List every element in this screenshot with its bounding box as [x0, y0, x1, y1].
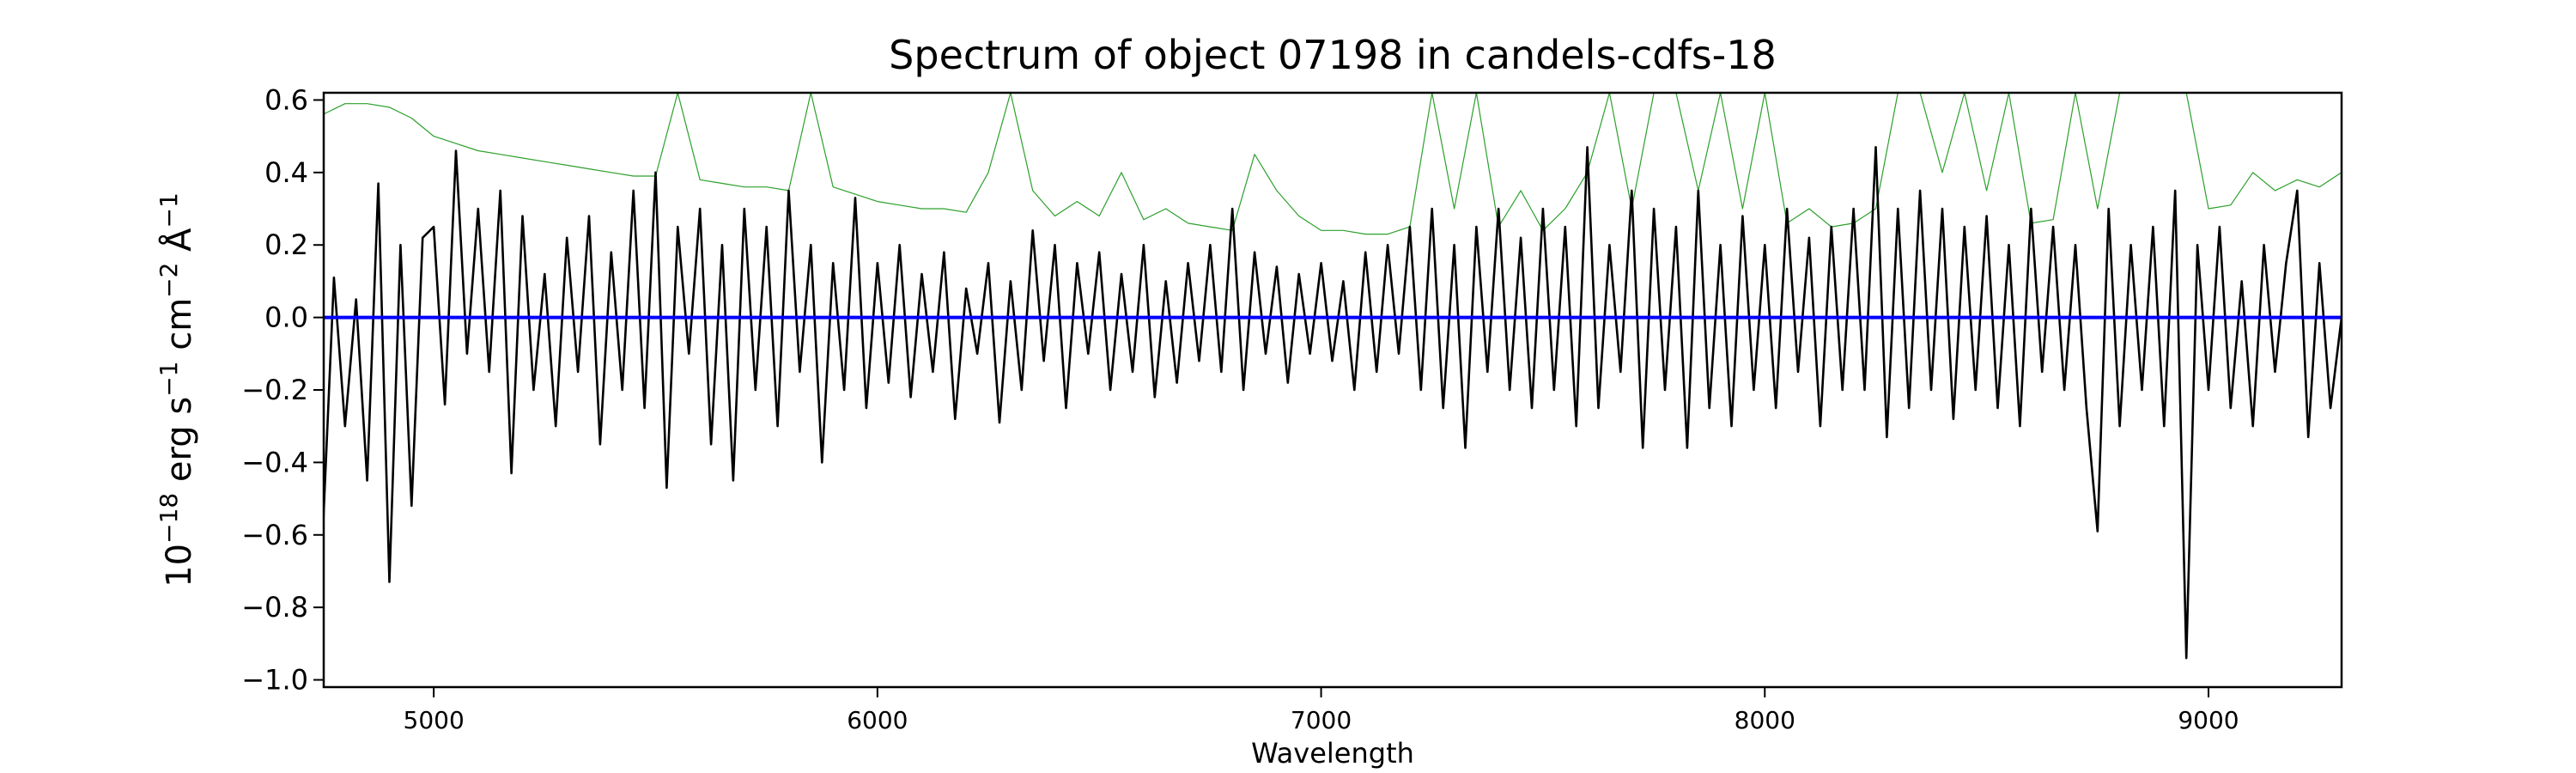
- y-tick-label: −0.8: [241, 591, 308, 624]
- y-tick-label: −0.6: [241, 519, 308, 551]
- x-tick-label: 9000: [2178, 706, 2239, 734]
- y-tick-label: 0.0: [264, 301, 308, 334]
- y-label-exp-s: −1: [155, 362, 183, 397]
- chart-title: Spectrum of object 07198 in candels-cdfs…: [889, 32, 1777, 78]
- x-tick-label: 5000: [404, 706, 465, 734]
- y-axis-label: 10−18 erg s−1 cm−2 Å−1: [155, 192, 199, 587]
- y-label-exp-cm: −2: [155, 263, 183, 298]
- y-tick-label: −1.0: [241, 664, 308, 697]
- x-axis-label: Wavelength: [1251, 737, 1414, 770]
- error-series-line: [324, 93, 2342, 235]
- x-tick-label: 7000: [1291, 706, 1352, 734]
- y-label-cm: cm: [160, 298, 199, 362]
- y-tick-label: 0.6: [264, 83, 308, 116]
- y-tick-label: −0.4: [241, 446, 308, 478]
- y-tick-label: 0.4: [264, 156, 308, 189]
- y-label-erg: erg s: [160, 397, 199, 493]
- y-tick-label: 0.2: [264, 228, 308, 261]
- flux-series-line: [324, 146, 2342, 660]
- x-tick-label: 8000: [1735, 706, 1795, 734]
- y-label-base: 10: [160, 544, 199, 587]
- y-label-exp-ang: −1: [155, 192, 183, 228]
- y-label-ang: Å: [158, 228, 199, 263]
- y-label-exp: −18: [155, 493, 183, 544]
- y-tick-label: −0.2: [241, 374, 308, 406]
- plot-frame: [322, 91, 2343, 689]
- x-tick-label: 6000: [847, 706, 908, 734]
